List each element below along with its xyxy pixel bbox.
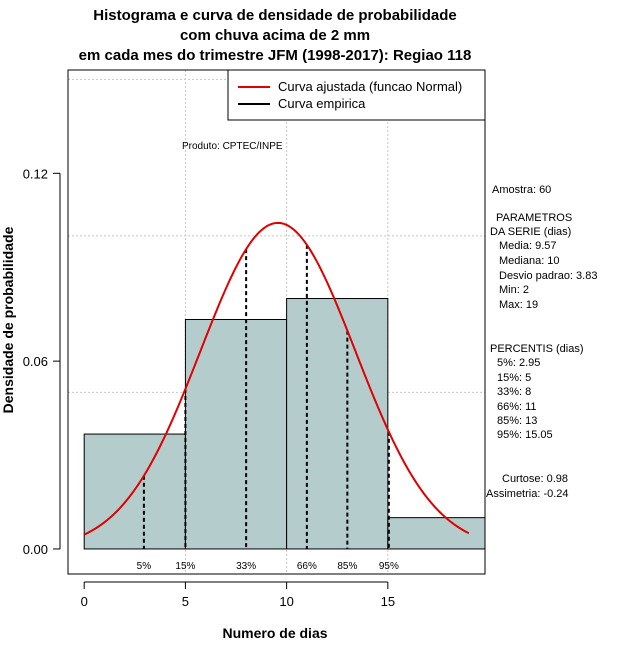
percentile-markers: 5% 15% 33% 66% 85% 95% [137, 244, 399, 572]
percentile-label: 5% [137, 561, 152, 572]
percentile-label: 15% [175, 561, 195, 572]
stat-assimetria: Assimetria: -0.24 [486, 488, 569, 500]
stat-p15: 15%: 5 [497, 372, 531, 384]
stat-desvio: Desvio padrao: 3.83 [499, 270, 597, 282]
stat-p85: 85%: 13 [497, 415, 537, 427]
y-tick-label: 0.00 [23, 542, 48, 557]
chart-title-line-1: Histograma e curva de densidade de proba… [93, 7, 456, 24]
stat-mediana: Mediana: 10 [499, 255, 560, 267]
x-axis: 0 5 10 15 [81, 581, 395, 609]
stat-p95: 95%: 15.05 [497, 429, 553, 441]
percentile-label: 33% [236, 561, 256, 572]
x-tick-label: 0 [81, 594, 88, 609]
y-axis: 0.00 0.06 0.12 [23, 166, 61, 557]
legend: Curva ajustada (funcao Normal) Curva emp… [227, 69, 486, 121]
histogram-bar [387, 517, 486, 550]
histogram-bar [184, 318, 288, 550]
x-tick-label: 5 [182, 594, 189, 609]
stat-min: Min: 2 [499, 284, 529, 296]
x-tick-label: 10 [279, 594, 293, 609]
product-annotation: Produto: CPTEC/INPE [182, 141, 283, 152]
stat-curtose: Curtose: 0.98 [502, 473, 568, 485]
stat-p5: 5%: 2.95 [497, 357, 540, 369]
y-tick-label: 0.06 [23, 354, 48, 369]
percentile-label: 66% [297, 561, 317, 572]
stat-percentis-title: PERCENTIS (dias) [490, 343, 584, 355]
chart-title-line-2: com chuva acima de 2 mm [180, 27, 370, 44]
y-axis-title: Densidade de probabilidade [0, 226, 16, 413]
stat-parametros-sub: DA SERIE (dias) [490, 226, 571, 238]
x-tick-label: 15 [381, 594, 395, 609]
legend-normal-label: Curva ajustada (funcao Normal) [278, 79, 462, 94]
y-tick-label: 0.12 [23, 166, 48, 181]
percentile-label: 95% [379, 561, 399, 572]
stats-panel: Amostra: 60 PARAMETROS DA SERIE (dias) M… [486, 184, 597, 500]
histogram-bar [83, 433, 186, 550]
stat-p66: 66%: 11 [497, 401, 537, 413]
stat-parametros-title: PARAMETROS [496, 212, 572, 224]
stat-max: Max: 19 [499, 299, 538, 311]
stat-media: Media: 9.57 [499, 240, 556, 252]
stat-p33: 33%: 8 [497, 386, 531, 398]
normal-curve-line [83, 221, 470, 536]
x-axis-title: Numero de dias [222, 625, 327, 641]
legend-box [227, 69, 486, 121]
percentile-label: 85% [337, 561, 357, 572]
histogram-bar [286, 298, 389, 550]
chart-title-line-3: em cada mes do trimestre JFM (1998-2017)… [79, 47, 472, 64]
stat-amostra: Amostra: 60 [492, 184, 551, 196]
legend-empirical-label: Curva empirica [278, 96, 366, 111]
